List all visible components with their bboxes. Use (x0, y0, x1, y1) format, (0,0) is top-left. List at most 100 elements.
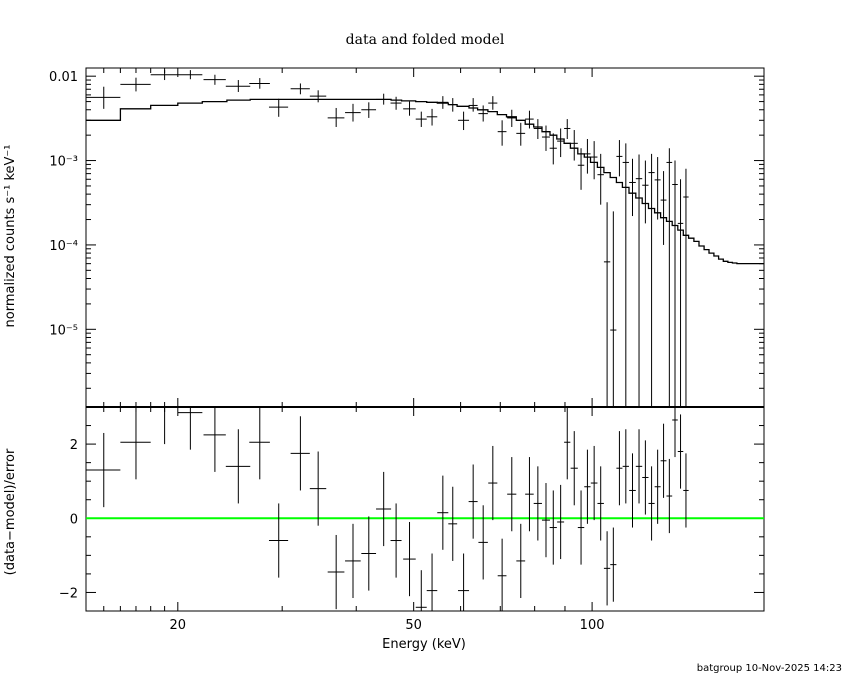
data-point (570, 130, 578, 161)
residual-point (268, 503, 289, 578)
residual-point (564, 407, 571, 480)
residual-point (437, 475, 449, 550)
plot-title: data and folded model (346, 32, 505, 48)
data-point (478, 105, 488, 122)
spectrum-panel: 0.01 10⁻³ 10⁻⁴ 10⁻⁵ (49, 67, 765, 408)
residual-point (677, 414, 684, 489)
residual-point (533, 466, 542, 541)
residual-point (590, 445, 598, 521)
data-point (541, 125, 550, 151)
x-tick-label: 50 (405, 618, 422, 633)
residual-point (86, 432, 121, 508)
y-tick-label: −2 (59, 586, 78, 601)
data-point (590, 141, 598, 180)
data-point (415, 111, 427, 127)
data-point (549, 133, 557, 165)
data-point (390, 96, 402, 110)
residual-point (497, 538, 507, 611)
data-point (458, 111, 470, 131)
data-point (672, 160, 678, 407)
residual-point (488, 445, 498, 521)
data-point (533, 119, 542, 140)
x-tick-label: 100 (580, 618, 605, 633)
data-point (610, 211, 617, 407)
residual-point (642, 440, 649, 515)
residual-point (616, 431, 623, 506)
data-point (203, 74, 226, 85)
residual-point (683, 453, 689, 528)
residual-point (468, 464, 478, 539)
data-point (584, 139, 591, 174)
residual-point (577, 490, 585, 565)
residuals-y-axis-label: (data−model)/error (3, 448, 18, 575)
data-point (488, 96, 498, 110)
x-tick-label: 20 (170, 618, 187, 633)
data-point (597, 153, 604, 205)
data-point (642, 160, 649, 224)
data-point (525, 110, 534, 129)
data-point (309, 90, 327, 103)
data-point (268, 98, 289, 117)
residual-point (390, 503, 402, 578)
residual-point (516, 523, 526, 599)
residual-point (654, 449, 661, 524)
residual-point (426, 553, 438, 611)
residual-point (507, 457, 517, 532)
data-point (603, 202, 611, 407)
data-point (497, 120, 507, 146)
residual-point (249, 407, 270, 480)
residual-point (345, 523, 361, 599)
y-tick-label: 10⁻³ (49, 155, 78, 170)
data-point (577, 148, 585, 190)
footer-timestamp: batgroup 10-Nov-2025 14:23 (697, 663, 842, 674)
residual-point (541, 483, 550, 558)
x-axis-label: Energy (keV) (382, 637, 466, 652)
residual-point (557, 484, 565, 560)
residual-point (584, 449, 591, 524)
y-tick-label: 10⁻⁵ (49, 323, 78, 338)
y-tick-label: 0 (70, 512, 78, 527)
residual-point (290, 416, 310, 491)
data-point (437, 96, 449, 109)
data-point (120, 77, 151, 92)
residual-point (203, 407, 226, 472)
data-point (648, 153, 655, 407)
data-point (557, 128, 565, 158)
y-tick-label: 10⁻⁴ (49, 239, 78, 254)
data-point (403, 101, 416, 116)
data-point (666, 148, 673, 407)
data-point (616, 140, 623, 177)
data-point (225, 80, 251, 92)
residual-point (309, 451, 327, 526)
residual-point (635, 429, 643, 504)
data-point (660, 171, 667, 245)
data-point (677, 179, 684, 407)
data-point (448, 98, 458, 112)
residual-point (629, 453, 636, 528)
residual-point (549, 490, 557, 565)
residual-point (376, 471, 392, 547)
residual-point (361, 516, 377, 591)
data-point (327, 107, 345, 127)
residual-point (666, 458, 673, 534)
data-point (635, 154, 643, 407)
data-point (516, 122, 526, 146)
y-tick-label: 0.01 (49, 70, 78, 85)
residual-point (478, 505, 488, 580)
residual-point (327, 534, 345, 610)
data-point (629, 158, 636, 217)
data-point (376, 93, 392, 105)
residual-point (415, 570, 427, 611)
data-point (361, 102, 377, 118)
data-point (622, 143, 629, 407)
data-point (426, 108, 438, 126)
residual-point (570, 431, 578, 506)
residual-point (660, 423, 667, 498)
data-point (683, 168, 689, 407)
data-point (507, 109, 517, 127)
data-point (86, 86, 121, 109)
residual-point (120, 407, 151, 480)
residual-point (648, 466, 655, 541)
